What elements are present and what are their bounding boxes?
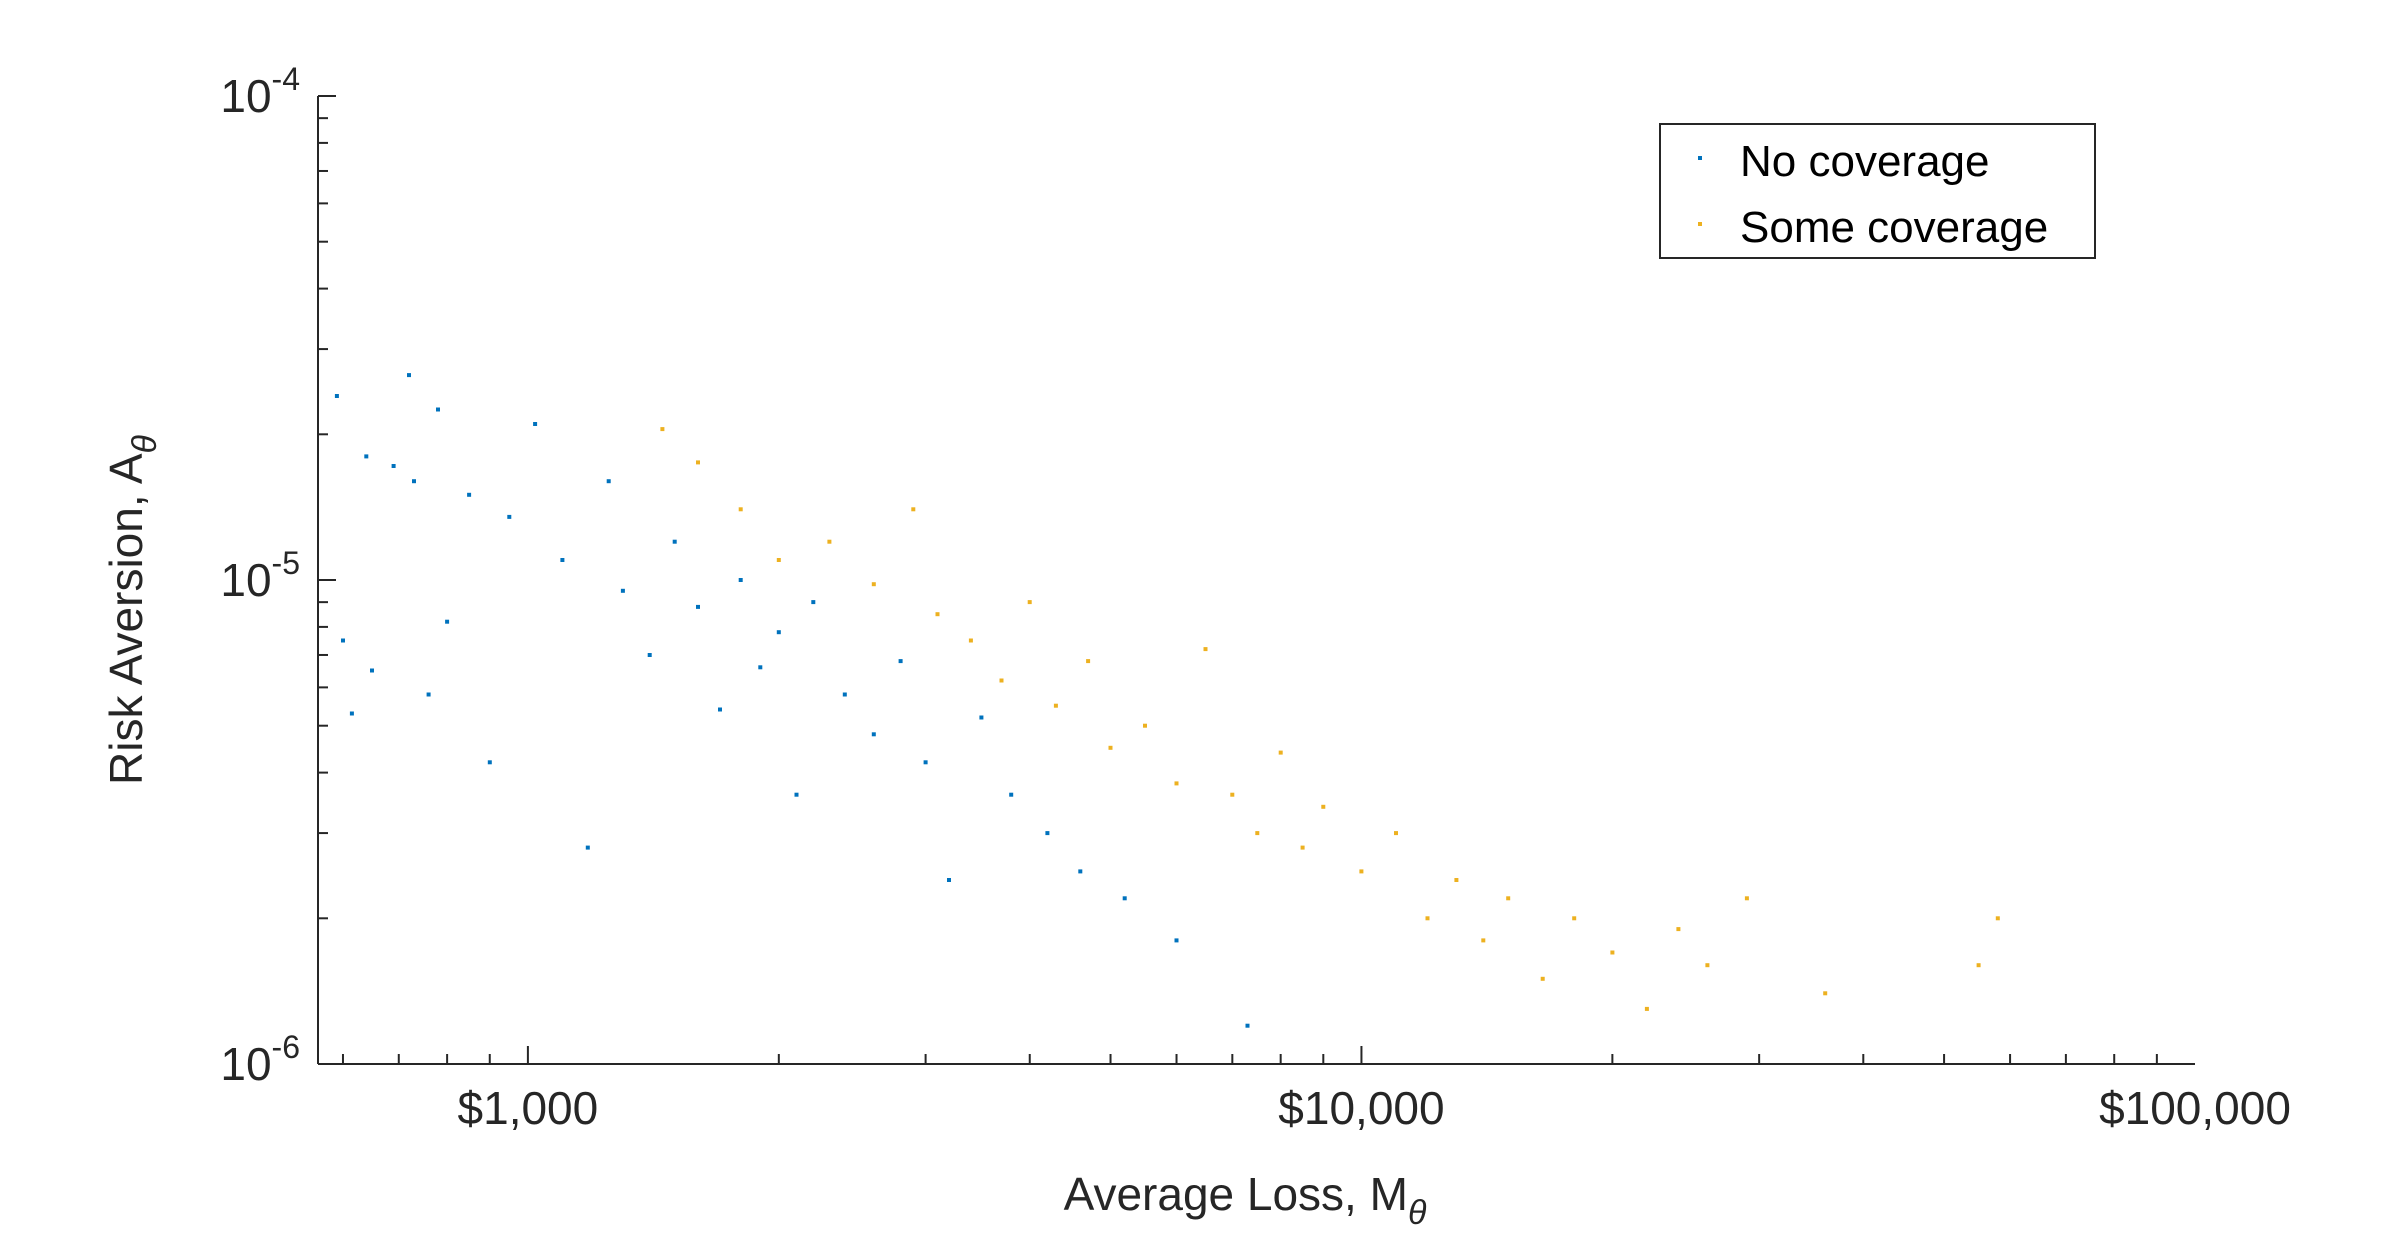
- data-point: [1278, 750, 1283, 755]
- data-point: [412, 479, 416, 484]
- data-point: [1481, 938, 1486, 943]
- data-point: [487, 760, 492, 765]
- legend-marker-some-coverage: [1698, 222, 1702, 226]
- data-point: [696, 604, 700, 609]
- data-point: [445, 619, 450, 624]
- data-point: [1676, 927, 1681, 932]
- data-point: [1359, 869, 1364, 874]
- legend-box: [1659, 123, 2096, 259]
- data-point: [533, 422, 538, 426]
- points-layer: [334, 373, 2000, 1028]
- data-point: [1572, 916, 1577, 921]
- data-point: [1644, 1006, 1649, 1011]
- x-tick-label: $10,000: [1278, 1082, 1444, 1134]
- data-point: [1230, 792, 1235, 797]
- data-point: [1300, 845, 1305, 850]
- data-point: [606, 479, 611, 484]
- data-point: [947, 878, 951, 882]
- data-point: [341, 638, 345, 643]
- data-point: [334, 394, 339, 398]
- data-point: [923, 760, 928, 765]
- y-tick-label: 10-4: [220, 61, 300, 122]
- data-point: [811, 600, 816, 605]
- data-point: [349, 711, 354, 716]
- legend: No coverage Some coverage: [1659, 123, 2096, 259]
- data-point: [585, 845, 590, 850]
- data-point: [1540, 976, 1545, 981]
- data-point: [1976, 963, 1981, 968]
- data-point: [1174, 938, 1179, 943]
- data-point: [738, 507, 743, 512]
- y-tick-label: 10-6: [220, 1029, 300, 1090]
- data-point: [507, 514, 512, 519]
- data-point: [672, 539, 677, 544]
- data-point: [1045, 831, 1050, 836]
- tick-labels: $1,000 $10,000 $100,000 10-6 10-5 10-4: [220, 61, 2291, 1134]
- data-point: [898, 659, 903, 664]
- x-tick-label: $1,000: [458, 1082, 599, 1134]
- data-point: [436, 407, 440, 412]
- x-tick-label: $100,000: [2099, 1082, 2291, 1134]
- data-point: [620, 588, 625, 593]
- data-point: [1143, 723, 1147, 728]
- data-point: [1823, 991, 1828, 996]
- data-point: [871, 732, 876, 737]
- data-point: [1086, 659, 1091, 664]
- data-point: [842, 692, 847, 697]
- data-point: [647, 653, 652, 657]
- data-point: [935, 612, 940, 617]
- series-no-coverage: [334, 373, 1250, 1028]
- data-point: [1245, 1023, 1250, 1028]
- data-point: [1744, 896, 1749, 901]
- data-point: [370, 668, 374, 673]
- data-point: [758, 665, 763, 670]
- y-tick-label: 10-5: [220, 545, 300, 606]
- data-point: [1321, 804, 1326, 809]
- data-point: [911, 507, 916, 512]
- data-point: [1610, 950, 1615, 955]
- data-point: [871, 582, 876, 587]
- data-point: [467, 492, 472, 497]
- data-point: [1078, 869, 1083, 874]
- data-point: [1454, 878, 1459, 882]
- data-point: [776, 630, 781, 635]
- data-point: [979, 715, 984, 720]
- data-point: [1122, 896, 1127, 901]
- data-point: [968, 638, 973, 643]
- data-point: [426, 692, 431, 697]
- data-point: [1009, 792, 1014, 797]
- data-point: [1053, 703, 1058, 708]
- data-point: [718, 707, 722, 712]
- legend-marker-no-coverage: [1698, 156, 1702, 160]
- data-point: [776, 558, 781, 562]
- x-axis-title: Average Loss, Mθ: [1064, 1168, 1427, 1232]
- data-point: [1027, 600, 1032, 605]
- data-point: [1506, 896, 1511, 901]
- data-point: [1705, 963, 1710, 968]
- data-point: [660, 427, 665, 432]
- data-point: [364, 454, 369, 459]
- legend-label-no-coverage: No coverage: [1740, 137, 1989, 186]
- data-point: [1108, 745, 1113, 750]
- data-point: [1425, 916, 1430, 921]
- data-point: [827, 539, 832, 544]
- y-axis-title: Risk Aversion, Aθ: [100, 434, 164, 785]
- series-some-coverage: [660, 427, 2000, 1011]
- data-point: [738, 578, 743, 582]
- data-point: [1995, 916, 2000, 921]
- data-point: [696, 460, 700, 465]
- data-point: [1255, 831, 1260, 836]
- data-point: [560, 558, 565, 562]
- data-point: [391, 464, 396, 468]
- data-point: [407, 373, 411, 378]
- data-point: [1394, 831, 1398, 836]
- data-point: [999, 678, 1004, 683]
- data-point: [1174, 781, 1179, 786]
- legend-label-some-coverage: Some coverage: [1740, 203, 2048, 252]
- axes: [317, 95, 2195, 1065]
- data-point: [1203, 647, 1208, 652]
- data-point: [794, 792, 799, 797]
